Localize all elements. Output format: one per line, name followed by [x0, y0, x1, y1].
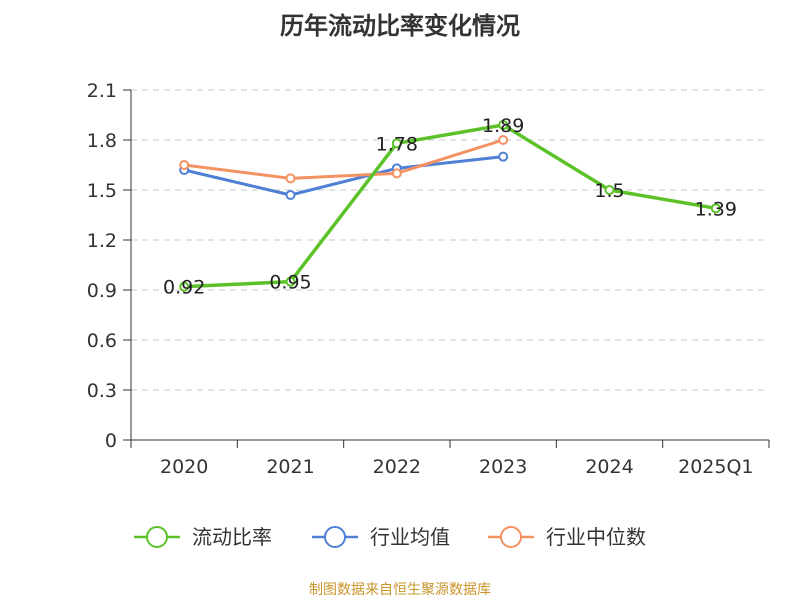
- series-line-0: [184, 123, 717, 289]
- x-tick-label: 2020: [160, 456, 208, 478]
- series-point[interactable]: [285, 190, 296, 200]
- series-line-2: [183, 138, 504, 180]
- legend-item[interactable]: 行业均值: [312, 525, 450, 549]
- x-tick-label: 2022: [373, 456, 421, 478]
- y-tick-label: 0.9: [87, 280, 117, 302]
- legend-marker: [500, 526, 522, 548]
- legend-marker: [146, 526, 168, 548]
- series-point[interactable]: [179, 160, 190, 170]
- legend-label: 行业均值: [370, 525, 450, 549]
- legend-label: 流动比率: [192, 525, 272, 549]
- grid-lines: [131, 89, 769, 391]
- legend-item[interactable]: 行业中位数: [488, 525, 646, 549]
- series-point[interactable]: [285, 173, 296, 184]
- series-point[interactable]: [710, 203, 721, 214]
- data-label: 1.89: [482, 115, 524, 137]
- source-note: 制图数据来自恒生聚源数据库: [309, 582, 491, 598]
- x-tick-label: 2025Q1: [678, 456, 753, 478]
- y-tick-label: 0: [105, 430, 117, 452]
- x-tick-label: 2023: [479, 456, 527, 478]
- y-tick-label: 1.2: [87, 230, 117, 252]
- legend-item[interactable]: 流动比率: [134, 525, 272, 549]
- series-point[interactable]: [498, 135, 509, 145]
- series-point[interactable]: [285, 276, 296, 287]
- data-label: 1.78: [376, 133, 418, 155]
- series-line-1: [183, 155, 504, 197]
- legend-label: 行业中位数: [546, 525, 646, 549]
- legend-marker: [324, 526, 346, 548]
- data-label: 0.92: [163, 277, 205, 299]
- data-label: 1.39: [695, 198, 737, 220]
- series-point[interactable]: [604, 185, 615, 195]
- y-tick-label: 0.3: [87, 380, 117, 402]
- y-tick-label: 0.6: [87, 330, 117, 352]
- y-tick-label: 1.5: [87, 180, 117, 202]
- data-labels: 0.92 0.95 1.78 1.89 1.5 1.39: [163, 115, 737, 299]
- axes: 0 0.3 0.6 0.9 1.2 1.5 1.8 2.1 2020 2021 2022 2023 20…: [87, 80, 770, 478]
- series-lines: [179, 120, 721, 292]
- series-point[interactable]: [179, 281, 190, 292]
- data-label: 1.5: [594, 180, 624, 202]
- chart-title: 历年流动比率变化情况: [280, 12, 520, 40]
- y-tick-label: 1.8: [87, 130, 117, 152]
- y-tick-label: 2.1: [87, 80, 117, 102]
- series-point[interactable]: [391, 138, 402, 149]
- series-point[interactable]: [391, 168, 402, 179]
- series-point[interactable]: [498, 151, 509, 162]
- data-label: 0.95: [269, 272, 311, 294]
- x-tick-label: 2024: [585, 456, 633, 478]
- series-point[interactable]: [498, 120, 509, 130]
- legend[interactable]: 流动比率 行业均值 行业中位数: [134, 525, 646, 549]
- x-tick-label: 2021: [266, 456, 314, 478]
